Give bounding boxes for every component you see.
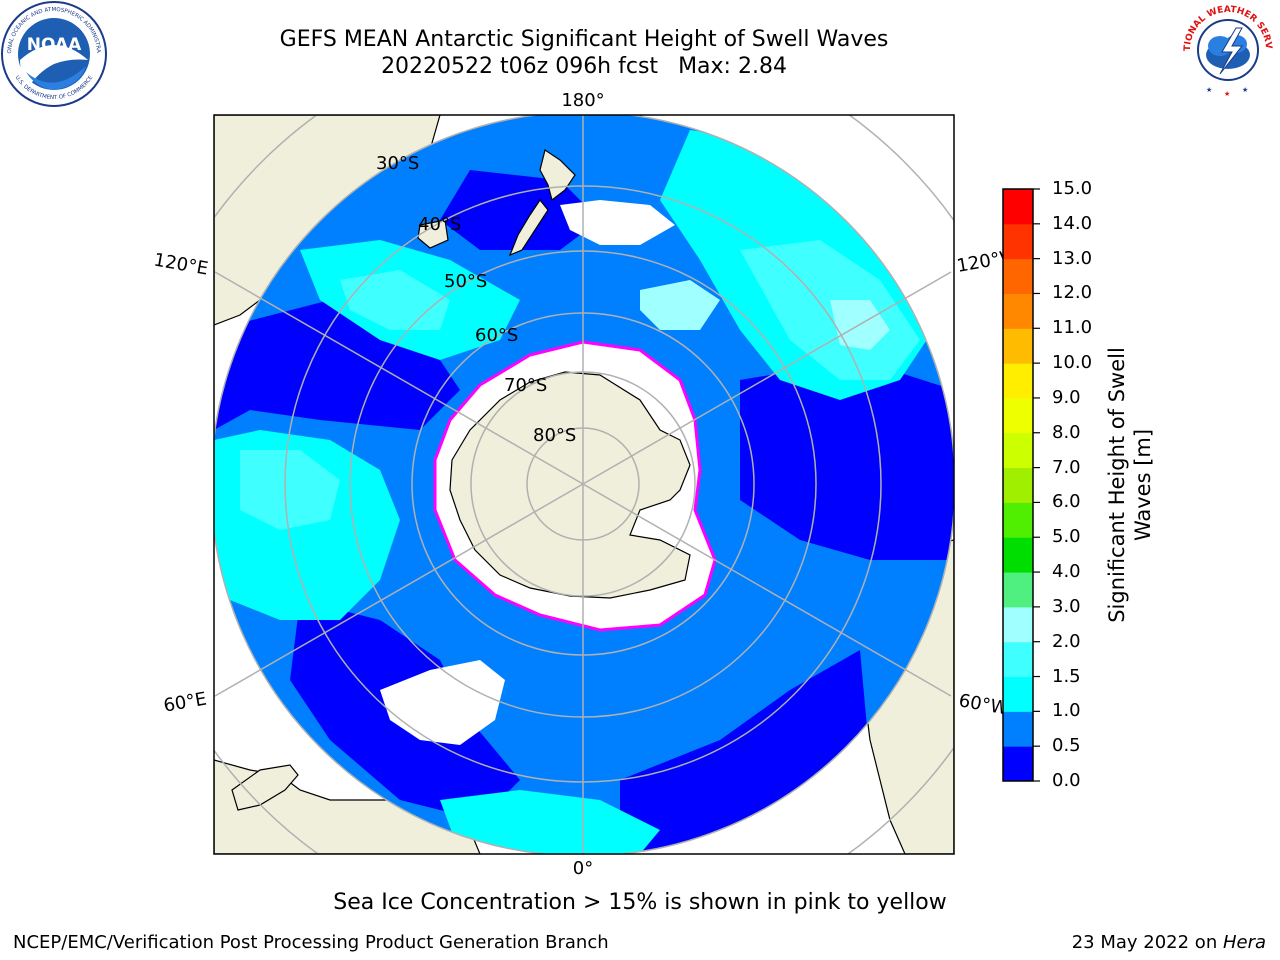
colorbar-tick-label: 7.0 <box>1052 456 1081 478</box>
svg-text:★: ★ <box>1206 86 1212 94</box>
meridian-lines <box>214 115 952 854</box>
generation-date-text: 23 May 2022 on <box>1071 932 1223 953</box>
colorbar-tick-label: 12.0 <box>1052 282 1093 304</box>
colorbar-segment <box>1003 223 1033 260</box>
svg-text:★: ★ <box>1242 86 1248 94</box>
map-frame <box>213 114 955 855</box>
colorbar-tick-label: 2.0 <box>1052 630 1081 652</box>
colorbar-segment <box>1003 293 1033 329</box>
colorbar-segment <box>1003 432 1033 469</box>
noaa-logo: NOAA NATIONAL OCEANIC AND ATMOSPHERIC AD… <box>0 0 108 108</box>
lat-label-70s: 70°S <box>504 375 547 396</box>
lat-label-30s: 30°S <box>376 153 419 174</box>
svg-text:★: ★ <box>1224 90 1230 98</box>
colorbar-tick-label: 1.0 <box>1052 700 1081 722</box>
map-title: GEFS MEAN Antarctic Significant Height o… <box>279 27 889 52</box>
colorbar-segment <box>1003 363 1033 399</box>
colorbar-tick-label: 9.0 <box>1052 386 1081 408</box>
colorbar-tick-label: 6.0 <box>1052 491 1081 513</box>
colorbar-segment <box>1003 641 1033 678</box>
lon-label-120e: 120°E <box>152 249 210 279</box>
colorbar-segment <box>1003 189 1033 225</box>
lat-label-80s: 80°S <box>533 425 576 446</box>
colorbar-segment <box>1003 502 1033 538</box>
nws-logo: NATIONAL WEATHER SERVICE ★ ★ ★ <box>1172 0 1280 100</box>
colorbar-tick-label: 1.5 <box>1052 665 1081 687</box>
colorbar-segment <box>1003 711 1033 747</box>
colorbar <box>1002 188 1040 782</box>
colorbar-label-line1: Significant Height of Swell <box>1105 347 1129 623</box>
colorbar-label-line2: Waves [m] <box>1131 428 1155 542</box>
colorbar-segment <box>1003 746 1033 782</box>
colorbar-tick-label: 5.0 <box>1052 526 1081 548</box>
colorbar-segment <box>1003 328 1033 364</box>
lon-label-0: 0° <box>573 858 593 879</box>
lon-label-180: 180° <box>561 90 604 111</box>
generation-host: Hera <box>1222 932 1266 953</box>
max-value-label: Max: 2.84 <box>678 54 787 79</box>
colorbar-tick-label: 3.0 <box>1052 595 1081 617</box>
svg-text:NOAA: NOAA <box>27 35 82 55</box>
forecast-run-label: 20220522 t06z 096h fcst <box>381 54 659 79</box>
colorbar-tick-label: 8.0 <box>1052 421 1081 443</box>
colorbar-segment <box>1003 572 1033 608</box>
colorbar-tick-label: 11.0 <box>1052 317 1093 339</box>
lon-label-60e: 60°E <box>162 688 208 716</box>
colorbar-segment <box>1003 258 1033 294</box>
generation-date: 23 May 2022 on Hera <box>1072 932 1266 953</box>
colorbar-segment <box>1003 537 1033 573</box>
sea-ice-note: Sea Ice Concentration > 15% is shown in … <box>333 890 947 915</box>
lat-label-60s: 60°S <box>475 325 518 346</box>
producer-credit: NCEP/EMC/Verification Post Processing Pr… <box>13 932 609 953</box>
lat-label-50s: 50°S <box>444 271 487 292</box>
colorbar-tick-label: 0.5 <box>1052 735 1081 757</box>
colorbar-tick-label: 10.0 <box>1052 352 1093 374</box>
colorbar-tick-label: 13.0 <box>1052 247 1093 269</box>
colorbar-segment <box>1003 676 1033 712</box>
colorbar-segment <box>1003 397 1033 434</box>
colorbar-tick-label: 4.0 <box>1052 561 1081 583</box>
antarctica-land <box>449 371 691 599</box>
colorbar-segment <box>1003 467 1033 503</box>
colorbar-segment <box>1003 606 1033 643</box>
colorbar-border <box>1002 188 1034 782</box>
colorbar-tick-label: 0.0 <box>1052 770 1081 791</box>
map-subtitle: 20220522 t06z 096h fcst Max: 2.84 <box>0 54 1168 80</box>
colorbar-tick-label: 14.0 <box>1052 212 1093 234</box>
colorbar-tick-label: 15.0 <box>1052 178 1093 199</box>
lat-label-40s: 40°S <box>418 214 461 235</box>
